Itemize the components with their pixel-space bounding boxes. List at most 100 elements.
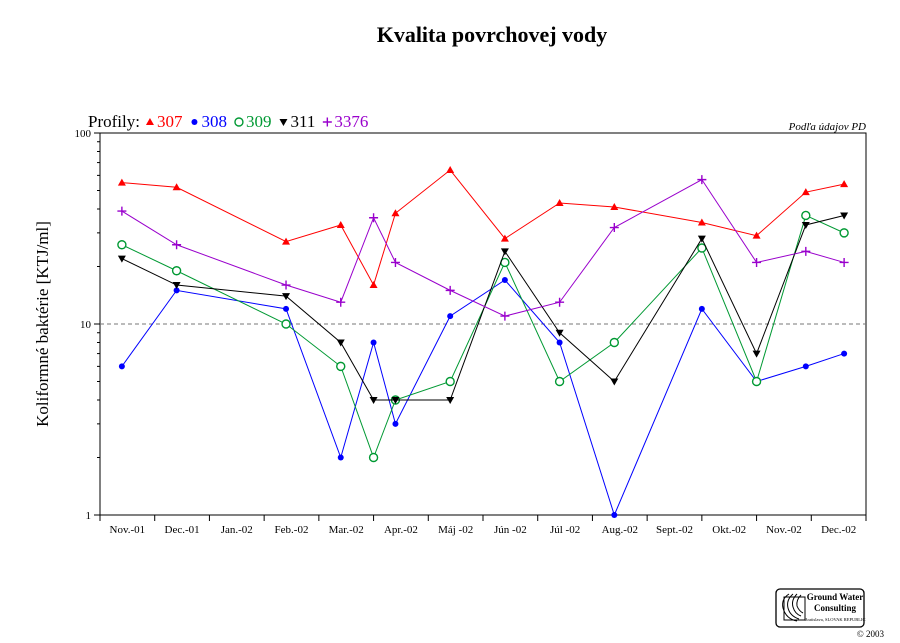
data-point-311 xyxy=(752,350,761,358)
y-tick-label: 1 xyxy=(86,510,92,522)
data-point-308 xyxy=(841,350,848,357)
data-point-311 xyxy=(336,339,345,347)
series-line-307 xyxy=(121,169,845,287)
data-point-308 xyxy=(370,339,377,346)
data-point-309 xyxy=(336,361,346,372)
data-point-311 xyxy=(500,248,509,256)
x-tick-label: Dec.-02 xyxy=(821,524,856,536)
legend-marker-308 xyxy=(191,119,198,125)
data-point-307 xyxy=(172,183,181,191)
x-tick-label: Okt.-02 xyxy=(712,524,746,536)
data-point-311 xyxy=(172,282,181,290)
data-point-308 xyxy=(173,287,180,294)
data-point-307 xyxy=(391,209,400,217)
x-tick-label: Nov.-02 xyxy=(766,524,802,536)
data-point-3376 xyxy=(117,206,127,216)
legend: Profily: 307 308 309 311 3376 xyxy=(88,112,368,131)
data-point-309 xyxy=(117,240,127,250)
series-308 xyxy=(118,276,848,518)
data-point-311 xyxy=(697,235,706,243)
data-point-311 xyxy=(555,329,564,337)
series-line-308 xyxy=(121,279,845,517)
data-point-307 xyxy=(610,202,619,210)
data-point-309 xyxy=(554,376,565,387)
y-tick-label: 10 xyxy=(80,319,92,331)
x-tick-label: Dec.-01 xyxy=(165,524,200,536)
data-point-311 xyxy=(446,397,455,405)
series-line-311 xyxy=(121,214,845,401)
source-note: Podľa údajov PD xyxy=(788,121,866,133)
data-point-307 xyxy=(117,178,126,186)
data-point-309 xyxy=(281,319,291,329)
data-point-307 xyxy=(282,237,291,245)
y-tick-label: 100 xyxy=(75,128,92,140)
logo-line2: Consulting xyxy=(814,603,857,613)
data-point-3376 xyxy=(336,297,346,307)
data-point-308 xyxy=(283,305,290,312)
data-point-3376 xyxy=(172,240,182,250)
data-point-311 xyxy=(282,293,291,301)
data-point-308 xyxy=(698,305,705,312)
x-tick-label: Feb.-02 xyxy=(275,524,309,536)
data-point-311 xyxy=(391,397,400,405)
data-point-308 xyxy=(556,339,563,346)
data-point-307 xyxy=(801,188,810,196)
x-tick-label: Nov.-01 xyxy=(110,524,146,536)
legend-label-3376: 3376 xyxy=(334,112,368,131)
data-point-309 xyxy=(801,210,811,221)
legend-label-311: 311 xyxy=(290,112,315,131)
x-tick-label: Aug.-02 xyxy=(602,524,638,536)
company-logo: Ground Water Consulting Bratislava, SLOV… xyxy=(775,588,866,628)
y-axis-label: Koliformné baktérie [KTJ/ml] xyxy=(33,221,52,427)
data-point-308 xyxy=(447,313,454,320)
data-point-3376 xyxy=(445,285,455,295)
data-point-3376 xyxy=(500,311,510,321)
x-axis: Nov.-01 Dec.-01 Jan.-02 Feb.-02 Mar.-02 Apr.-… xyxy=(99,515,867,536)
legend-marker-311 xyxy=(279,119,288,126)
legend-prefix: Profily: xyxy=(88,112,140,131)
data-point-311 xyxy=(801,221,810,229)
data-point-3376 xyxy=(839,257,849,267)
data-point-309 xyxy=(445,376,455,387)
x-tick-label: Mar.-02 xyxy=(329,524,364,536)
logo-line3: Bratislava, SLOVAK REPUBLIC xyxy=(804,617,865,623)
series-307 xyxy=(117,166,849,289)
data-point-3376 xyxy=(390,257,400,267)
series-311 xyxy=(117,212,849,405)
series-309 xyxy=(117,210,849,463)
data-point-307 xyxy=(840,180,849,188)
x-tick-label: Jan.-02 xyxy=(221,524,253,536)
legend-marker-307 xyxy=(145,118,154,125)
legend-marker-309 xyxy=(234,117,244,127)
data-point-307 xyxy=(369,281,378,289)
data-point-3376 xyxy=(752,257,762,267)
data-point-311 xyxy=(117,255,126,263)
legend-marker-3376 xyxy=(322,117,332,127)
data-point-307 xyxy=(336,220,345,228)
data-point-307 xyxy=(697,218,706,226)
data-point-309 xyxy=(171,266,182,276)
legend-label-307: 307 xyxy=(157,112,183,131)
data-point-309 xyxy=(751,376,762,387)
x-tick-label: Júl -02 xyxy=(550,524,580,536)
x-tick-label: Sept.-02 xyxy=(656,524,693,536)
data-point-311 xyxy=(840,212,849,220)
data-point-308 xyxy=(611,512,618,518)
data-point-308 xyxy=(392,420,399,427)
series-3376 xyxy=(117,175,849,321)
series-line-309 xyxy=(121,214,845,459)
x-tick-label: Jún -02 xyxy=(494,524,527,536)
data-point-308 xyxy=(802,363,809,370)
chart-title: Kvalita povrchovej vody xyxy=(377,22,608,47)
data-point-307 xyxy=(446,166,455,174)
logo-line1: Ground Water xyxy=(807,592,863,602)
data-point-307 xyxy=(500,234,509,242)
data-point-311 xyxy=(369,397,378,405)
legend-label-308: 308 xyxy=(201,112,227,131)
x-tick-label: Apr.-02 xyxy=(384,524,418,536)
data-point-3376 xyxy=(281,280,291,290)
data-point-308 xyxy=(501,276,508,283)
data-point-309 xyxy=(368,452,379,463)
data-point-3376 xyxy=(555,297,565,307)
data-point-307 xyxy=(555,199,564,207)
